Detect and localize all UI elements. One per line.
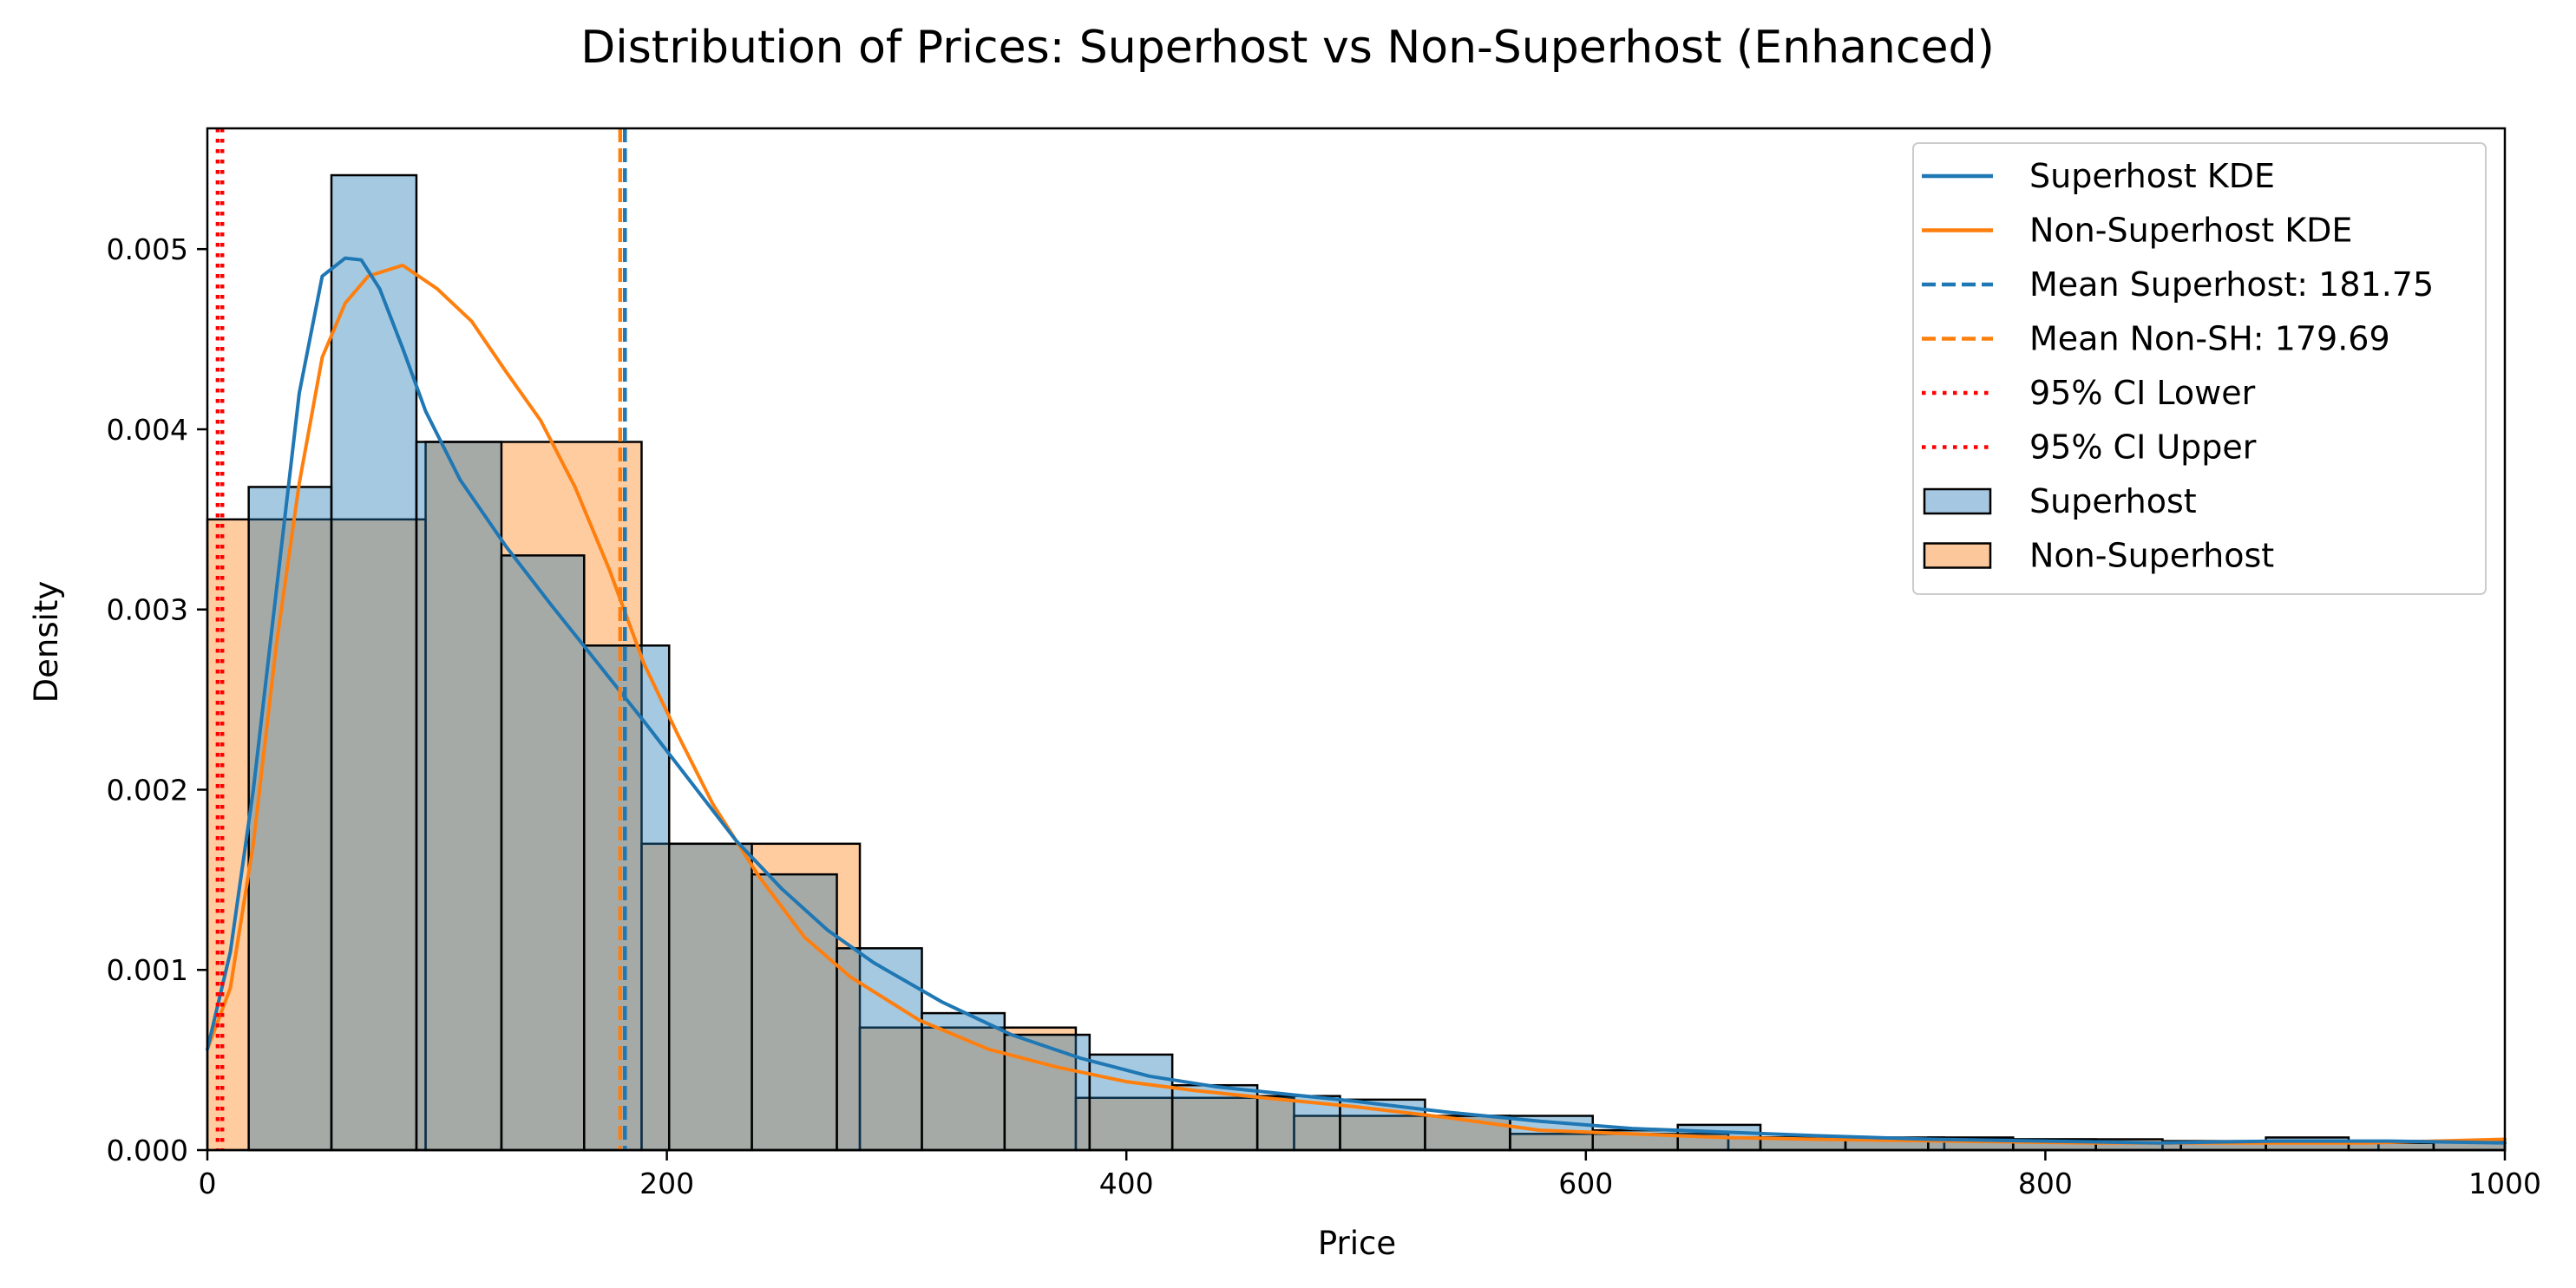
y-tick-label: 0.004 — [107, 413, 188, 447]
legend-label: 95% CI Lower — [2029, 374, 2256, 412]
x-tick-label: 200 — [639, 1167, 694, 1200]
y-axis-label: Density — [28, 581, 65, 703]
x-tick-label: 1000 — [2468, 1167, 2541, 1200]
kde-curves — [206, 256, 2507, 1145]
y-tick-label: 0.003 — [107, 593, 188, 627]
chart-title: Distribution of Prices: Superhost vs Non… — [580, 22, 1995, 74]
y-axis: 0.000 0.001 0.002 0.003 0.004 0.005 — [107, 232, 207, 1167]
reference-lines — [215, 128, 627, 1150]
superhost-bar — [751, 873, 838, 1152]
non-superhost-histogram — [206, 441, 2507, 1152]
non-superhost-bar — [858, 1026, 1078, 1152]
x-tick-label: 0 — [199, 1167, 217, 1200]
superhost-bar — [500, 554, 586, 1152]
superhost-bar — [667, 842, 753, 1152]
legend-label: Non-Superhost KDE — [2029, 212, 2352, 250]
non-superhost-bar — [206, 518, 427, 1152]
x-tick-label: 600 — [1558, 1167, 1613, 1200]
superhost-bar — [921, 1011, 1006, 1152]
legend-label: 95% CI Upper — [2029, 428, 2257, 467]
superhost-bar — [1255, 1095, 1341, 1152]
x-tick-label: 400 — [1099, 1167, 1154, 1200]
superhost-kde-line — [206, 256, 2507, 1145]
superhost-bar — [330, 173, 418, 1152]
y-tick-label: 0.000 — [107, 1134, 188, 1167]
legend-label: Non-Superhost — [2029, 537, 2274, 575]
legend: Superhost KDE Non-Superhost KDE Mean Super… — [1912, 142, 2487, 595]
plot-frame — [206, 127, 2507, 1152]
legend-label: Mean Superhost: 181.75 — [2029, 265, 2434, 304]
superhost-bar — [1003, 1033, 1091, 1152]
legend-patch-swatch — [1923, 542, 1992, 569]
legend-label: Superhost KDE — [2029, 157, 2275, 195]
y-tick-label: 0.001 — [107, 953, 188, 987]
superhost-histogram — [247, 173, 2507, 1152]
x-tick-label: 800 — [2018, 1167, 2073, 1200]
superhost-bar — [415, 441, 503, 1152]
legend-label: Superhost — [2029, 482, 2197, 520]
legend-label: Mean Non-SH: 179.69 — [2029, 320, 2390, 358]
non-superhost-kde-line — [206, 263, 2507, 1145]
legend-patch-swatch — [1923, 487, 1992, 515]
y-tick-label: 0.005 — [107, 232, 188, 266]
superhost-bar — [1088, 1053, 1174, 1152]
x-axis: 0 200 400 600 800 1000 — [199, 1150, 2541, 1200]
x-axis-label: Price — [1318, 1225, 1396, 1262]
superhost-bar — [247, 486, 333, 1152]
y-tick-label: 0.002 — [107, 773, 188, 807]
legend-box — [1912, 142, 2487, 595]
